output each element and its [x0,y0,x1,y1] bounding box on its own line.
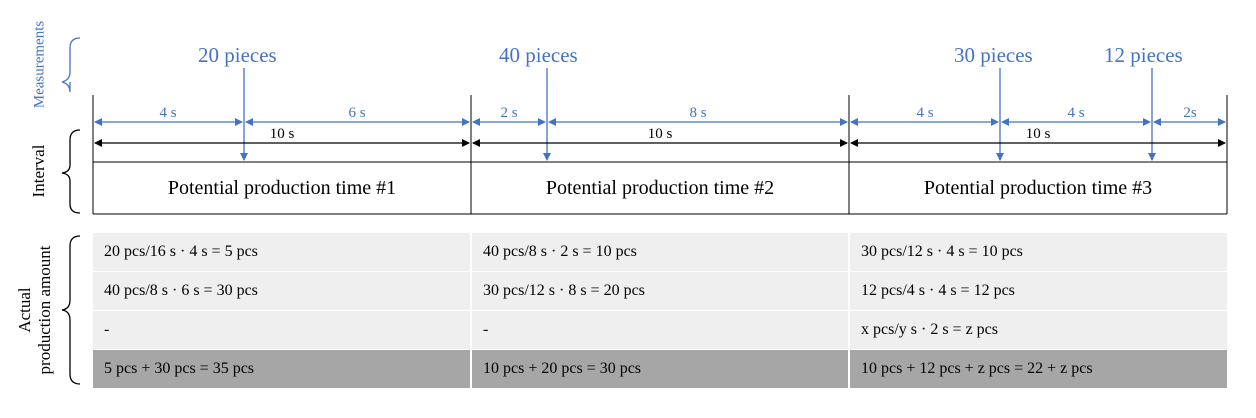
table-cell: x pcs/y s · 2 s = z pcs [850,311,1227,349]
measurement-label-2: 40 pieces [499,43,578,67]
actual-label-line2: production amount [35,245,54,375]
duration-label: 2 s [500,105,518,121]
table-cell: 30 pcs/12 s · 8 s = 20 pcs [472,272,848,310]
measurements-label: Measurements [31,20,48,109]
duration-label: 4 s [159,105,177,121]
actual-brace [61,235,81,385]
duration-label: 8 s [689,105,707,121]
table-sum-cell: 10 pcs + 12 pcs + z pcs = 22 + z pcs [850,350,1227,388]
actual-production-label: Actual production amount [15,225,55,395]
table-cell: 40 pcs/8 s · 6 s = 30 pcs [93,272,470,310]
duration-label: 6 s [348,105,366,121]
duration-label: 4 s [1067,105,1085,121]
interval-duration-label: 10 s [269,126,295,142]
table-cell: - [93,311,470,349]
interval-box-1: Potential production time #1 [167,176,397,199]
interval-box-3: Potential production time #3 [923,176,1153,199]
measurement-label-1: 20 pieces [198,43,277,67]
table-cell: 12 pcs/4 s · 4 s = 12 pcs [850,272,1227,310]
interval-label: Interval [29,144,48,198]
interval-duration-label: 10 s [647,126,673,142]
interval-box-2: Potential production time #2 [545,176,775,199]
table-cell: - [472,311,848,349]
duration-label: 4 s [916,105,934,121]
measurement-label-4: 12 pieces [1104,43,1183,67]
table-cell: 30 pcs/12 s · 4 s = 10 pcs [850,233,1227,271]
table-cell: 40 pcs/8 s · 2 s = 10 pcs [472,233,848,271]
table-sum-cell: 5 pcs + 30 pcs = 35 pcs [93,350,470,388]
actual-label-line1: Actual [15,287,34,333]
table-cell: 20 pcs/16 s · 4 s = 5 pcs [93,233,470,271]
measurements-brace [61,37,81,93]
measurement-label-3: 30 pieces [954,43,1033,67]
interval-duration-label: 10 s [1025,126,1051,142]
duration-label: 2s [1183,105,1197,121]
table-sum-cell: 10 pcs + 20 pcs = 30 pcs [472,350,848,388]
interval-brace [61,129,81,214]
